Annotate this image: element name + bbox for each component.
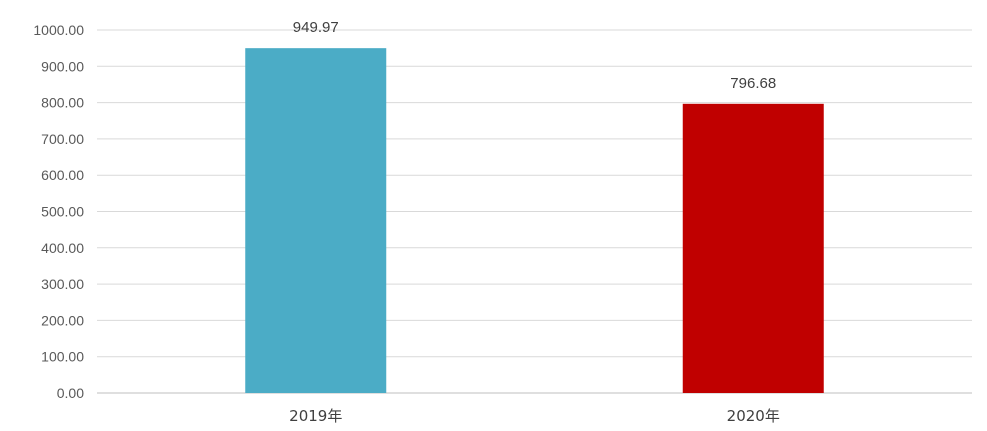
x-axis-category-labels: 2019年 2020年 bbox=[289, 407, 780, 425]
y-tick-label: 900.00 bbox=[41, 58, 84, 74]
x-category-label: 2019年 bbox=[289, 407, 342, 425]
y-tick-label: 1000.00 bbox=[33, 22, 84, 38]
y-tick-label: 800.00 bbox=[41, 95, 84, 111]
y-tick-label: 700.00 bbox=[41, 131, 84, 147]
y-tick-label: 500.00 bbox=[41, 204, 84, 220]
y-tick-label: 200.00 bbox=[41, 312, 84, 328]
bar bbox=[682, 103, 824, 393]
y-tick-label: 0.00 bbox=[57, 385, 84, 401]
bar bbox=[245, 48, 387, 393]
y-axis-tick-labels: 0.00 100.00 200.00 300.00 400.00 500.00 600.00… bbox=[33, 22, 84, 401]
y-tick-label: 300.00 bbox=[41, 276, 84, 292]
x-category-label: 2020年 bbox=[727, 407, 780, 425]
data-label: 949.97 bbox=[293, 19, 339, 36]
gridlines bbox=[97, 29, 972, 358]
y-tick-label: 400.00 bbox=[41, 240, 84, 256]
y-tick-label: 100.00 bbox=[41, 349, 84, 365]
y-tick-label: 600.00 bbox=[41, 167, 84, 183]
bars bbox=[245, 48, 824, 393]
data-labels: 949.97 796.68 bbox=[293, 19, 776, 92]
data-label: 796.68 bbox=[730, 75, 776, 92]
